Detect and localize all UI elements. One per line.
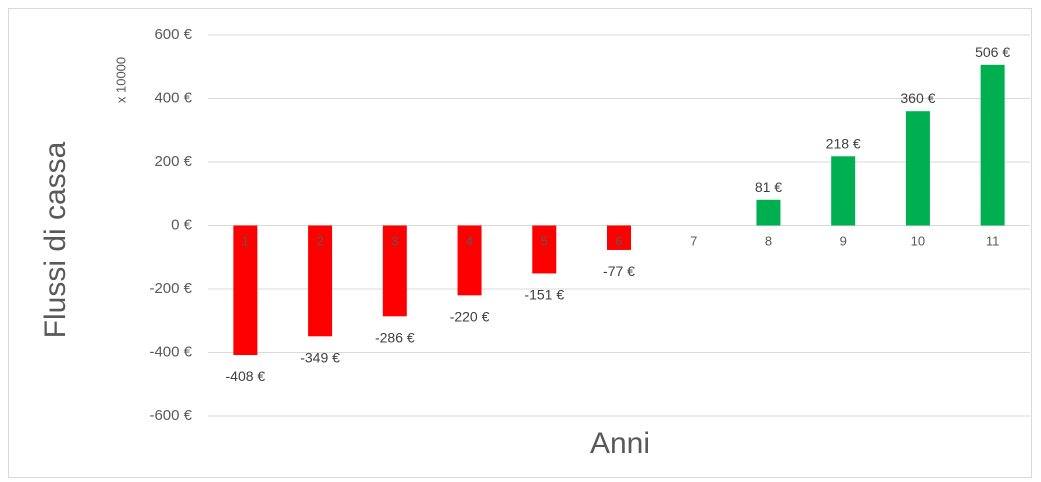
bar bbox=[980, 64, 1005, 226]
x-category-label: 7 bbox=[690, 234, 697, 249]
x-axis-title: Anni bbox=[590, 427, 650, 460]
y-axis-unit-label: x 10000 bbox=[113, 57, 128, 103]
x-category-label: 6 bbox=[615, 234, 622, 249]
y-tick-label: 600 € bbox=[154, 26, 192, 43]
data-label: -77 € bbox=[603, 263, 635, 279]
y-axis-ticks: 600 € 400 € 200 € 0 € -200 € -400 € -600 € bbox=[149, 26, 192, 424]
bar bbox=[905, 111, 930, 226]
bar bbox=[607, 225, 631, 250]
bars bbox=[233, 64, 1005, 356]
y-tick-label: 0 € bbox=[171, 216, 193, 233]
y-tick-label: 200 € bbox=[154, 153, 192, 170]
data-label: -220 € bbox=[450, 308, 490, 324]
bar bbox=[831, 156, 856, 226]
data-label: -151 € bbox=[524, 286, 564, 302]
x-category-label: 2 bbox=[316, 234, 323, 249]
chart-frame bbox=[8, 8, 1032, 478]
data-label: -408 € bbox=[226, 368, 266, 384]
y-tick-label: -600 € bbox=[149, 407, 192, 424]
x-category-label: 11 bbox=[986, 234, 1000, 249]
category-labels: 1 2 3 4 5 6 7 8 9 10 11 bbox=[242, 234, 1000, 249]
bar bbox=[382, 225, 407, 317]
data-label: 81 € bbox=[755, 179, 782, 195]
data-label: -286 € bbox=[375, 329, 415, 345]
x-category-label: 1 bbox=[242, 234, 249, 249]
data-labels: -408 € -349 € -286 € -220 € -151 € -77 € 81 € 2… bbox=[226, 44, 1011, 384]
x-category-label: 9 bbox=[840, 234, 847, 249]
gridlines bbox=[208, 34, 1030, 417]
y-axis-title: Flussi di cassa bbox=[39, 141, 72, 338]
y-tick-label: 400 € bbox=[154, 89, 192, 106]
data-label: 218 € bbox=[826, 135, 861, 151]
x-category-label: 5 bbox=[541, 234, 548, 249]
data-label: 360 € bbox=[900, 90, 935, 106]
bar bbox=[233, 225, 258, 356]
y-tick-label: -400 € bbox=[149, 343, 192, 360]
bar bbox=[308, 225, 333, 337]
bar bbox=[756, 199, 781, 226]
x-category-label: 4 bbox=[466, 234, 473, 249]
bar bbox=[457, 225, 482, 296]
x-category-label: 3 bbox=[391, 234, 398, 249]
y-tick-label: -200 € bbox=[149, 280, 192, 297]
bar bbox=[532, 225, 557, 274]
data-label: 506 € bbox=[975, 44, 1010, 60]
data-label: -349 € bbox=[300, 349, 340, 365]
x-category-label: 10 bbox=[911, 234, 925, 249]
x-category-label: 8 bbox=[765, 234, 772, 249]
